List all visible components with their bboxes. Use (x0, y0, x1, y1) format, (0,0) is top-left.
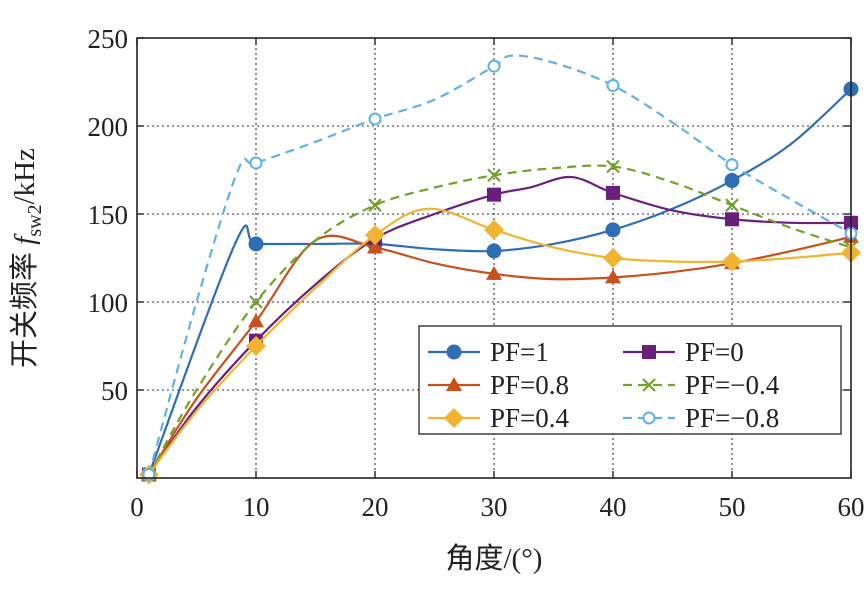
data-point (722, 251, 742, 272)
data-point (486, 243, 502, 259)
x-axis-title: 角度/(°) (446, 542, 543, 575)
legend-item: PF=−0.8 (623, 403, 779, 433)
data-point (725, 158, 739, 172)
axis-ticks: 0 10 20 30 40 50 60 50 100 150 200 250 (88, 24, 865, 522)
y-tick-label: 50 (101, 376, 128, 406)
data-point (487, 59, 501, 73)
legend-item: PF=0.4 (428, 403, 570, 433)
legend-label: PF=0.4 (490, 403, 570, 433)
legend-marker (446, 344, 462, 360)
y-axis-title-prefix: 开关频率 (8, 245, 41, 368)
data-point (606, 185, 620, 200)
legend-marker (444, 408, 464, 428)
y-tick-label: 200 (88, 112, 129, 142)
series-line (147, 54, 852, 475)
legend-label: PF=0.8 (490, 370, 569, 400)
y-axis-title-unit: /kHz (9, 148, 41, 205)
data-point (249, 156, 263, 170)
legend-marker (446, 377, 462, 391)
x-tick-label: 20 (362, 492, 389, 522)
x-tick-label: 40 (600, 492, 627, 522)
y-tick-label: 250 (88, 24, 129, 54)
legend-item: PF=−0.4 (623, 370, 780, 400)
data-point (606, 79, 620, 93)
data-point (484, 219, 504, 240)
data-point (724, 173, 740, 189)
data-point (603, 248, 623, 268)
y-axis-title-subscript: sw2 (24, 204, 46, 236)
data-point (246, 336, 266, 356)
legend-item: PF=0.8 (428, 370, 569, 400)
legend-label: PF=0 (685, 337, 744, 367)
legend: PF=1 PF=0 PF=0.8 PF=−0.4 PF=0.4 PF=−0.8 (418, 325, 842, 435)
data-point (487, 187, 501, 202)
legend-marker (642, 411, 656, 425)
data-point (605, 222, 621, 238)
legend-box (418, 325, 842, 435)
legend-marker (642, 378, 656, 392)
x-tick-label: 0 (130, 492, 144, 522)
y-tick-label: 150 (88, 200, 129, 230)
x-tick-label: 10 (243, 492, 270, 522)
data-point (368, 112, 382, 126)
data-point (365, 225, 385, 246)
data-point (605, 269, 621, 284)
data-point (248, 313, 264, 328)
data-point (725, 198, 739, 212)
x-tick-label: 30 (481, 492, 508, 522)
legend-item: PF=1 (428, 337, 549, 367)
data-point (368, 198, 382, 212)
x-tick-label: 60 (838, 492, 865, 522)
series-5 (142, 54, 858, 481)
data-point (248, 236, 264, 252)
data-point (486, 265, 502, 280)
data-point (606, 159, 620, 174)
x-tick-label: 50 (719, 492, 746, 522)
y-tick-label: 100 (88, 288, 129, 318)
legend-item: PF=0 (623, 337, 744, 367)
y-axis-title: 开关频率 fsw2/kHz (8, 148, 46, 368)
data-point (725, 212, 739, 227)
data-point (487, 168, 501, 183)
data-point (367, 239, 383, 254)
data-point (249, 295, 263, 309)
legend-marker (642, 345, 656, 359)
legend-label: PF=1 (490, 337, 549, 367)
legend-label: PF=−0.8 (685, 403, 779, 433)
legend-label: PF=−0.4 (685, 370, 780, 400)
